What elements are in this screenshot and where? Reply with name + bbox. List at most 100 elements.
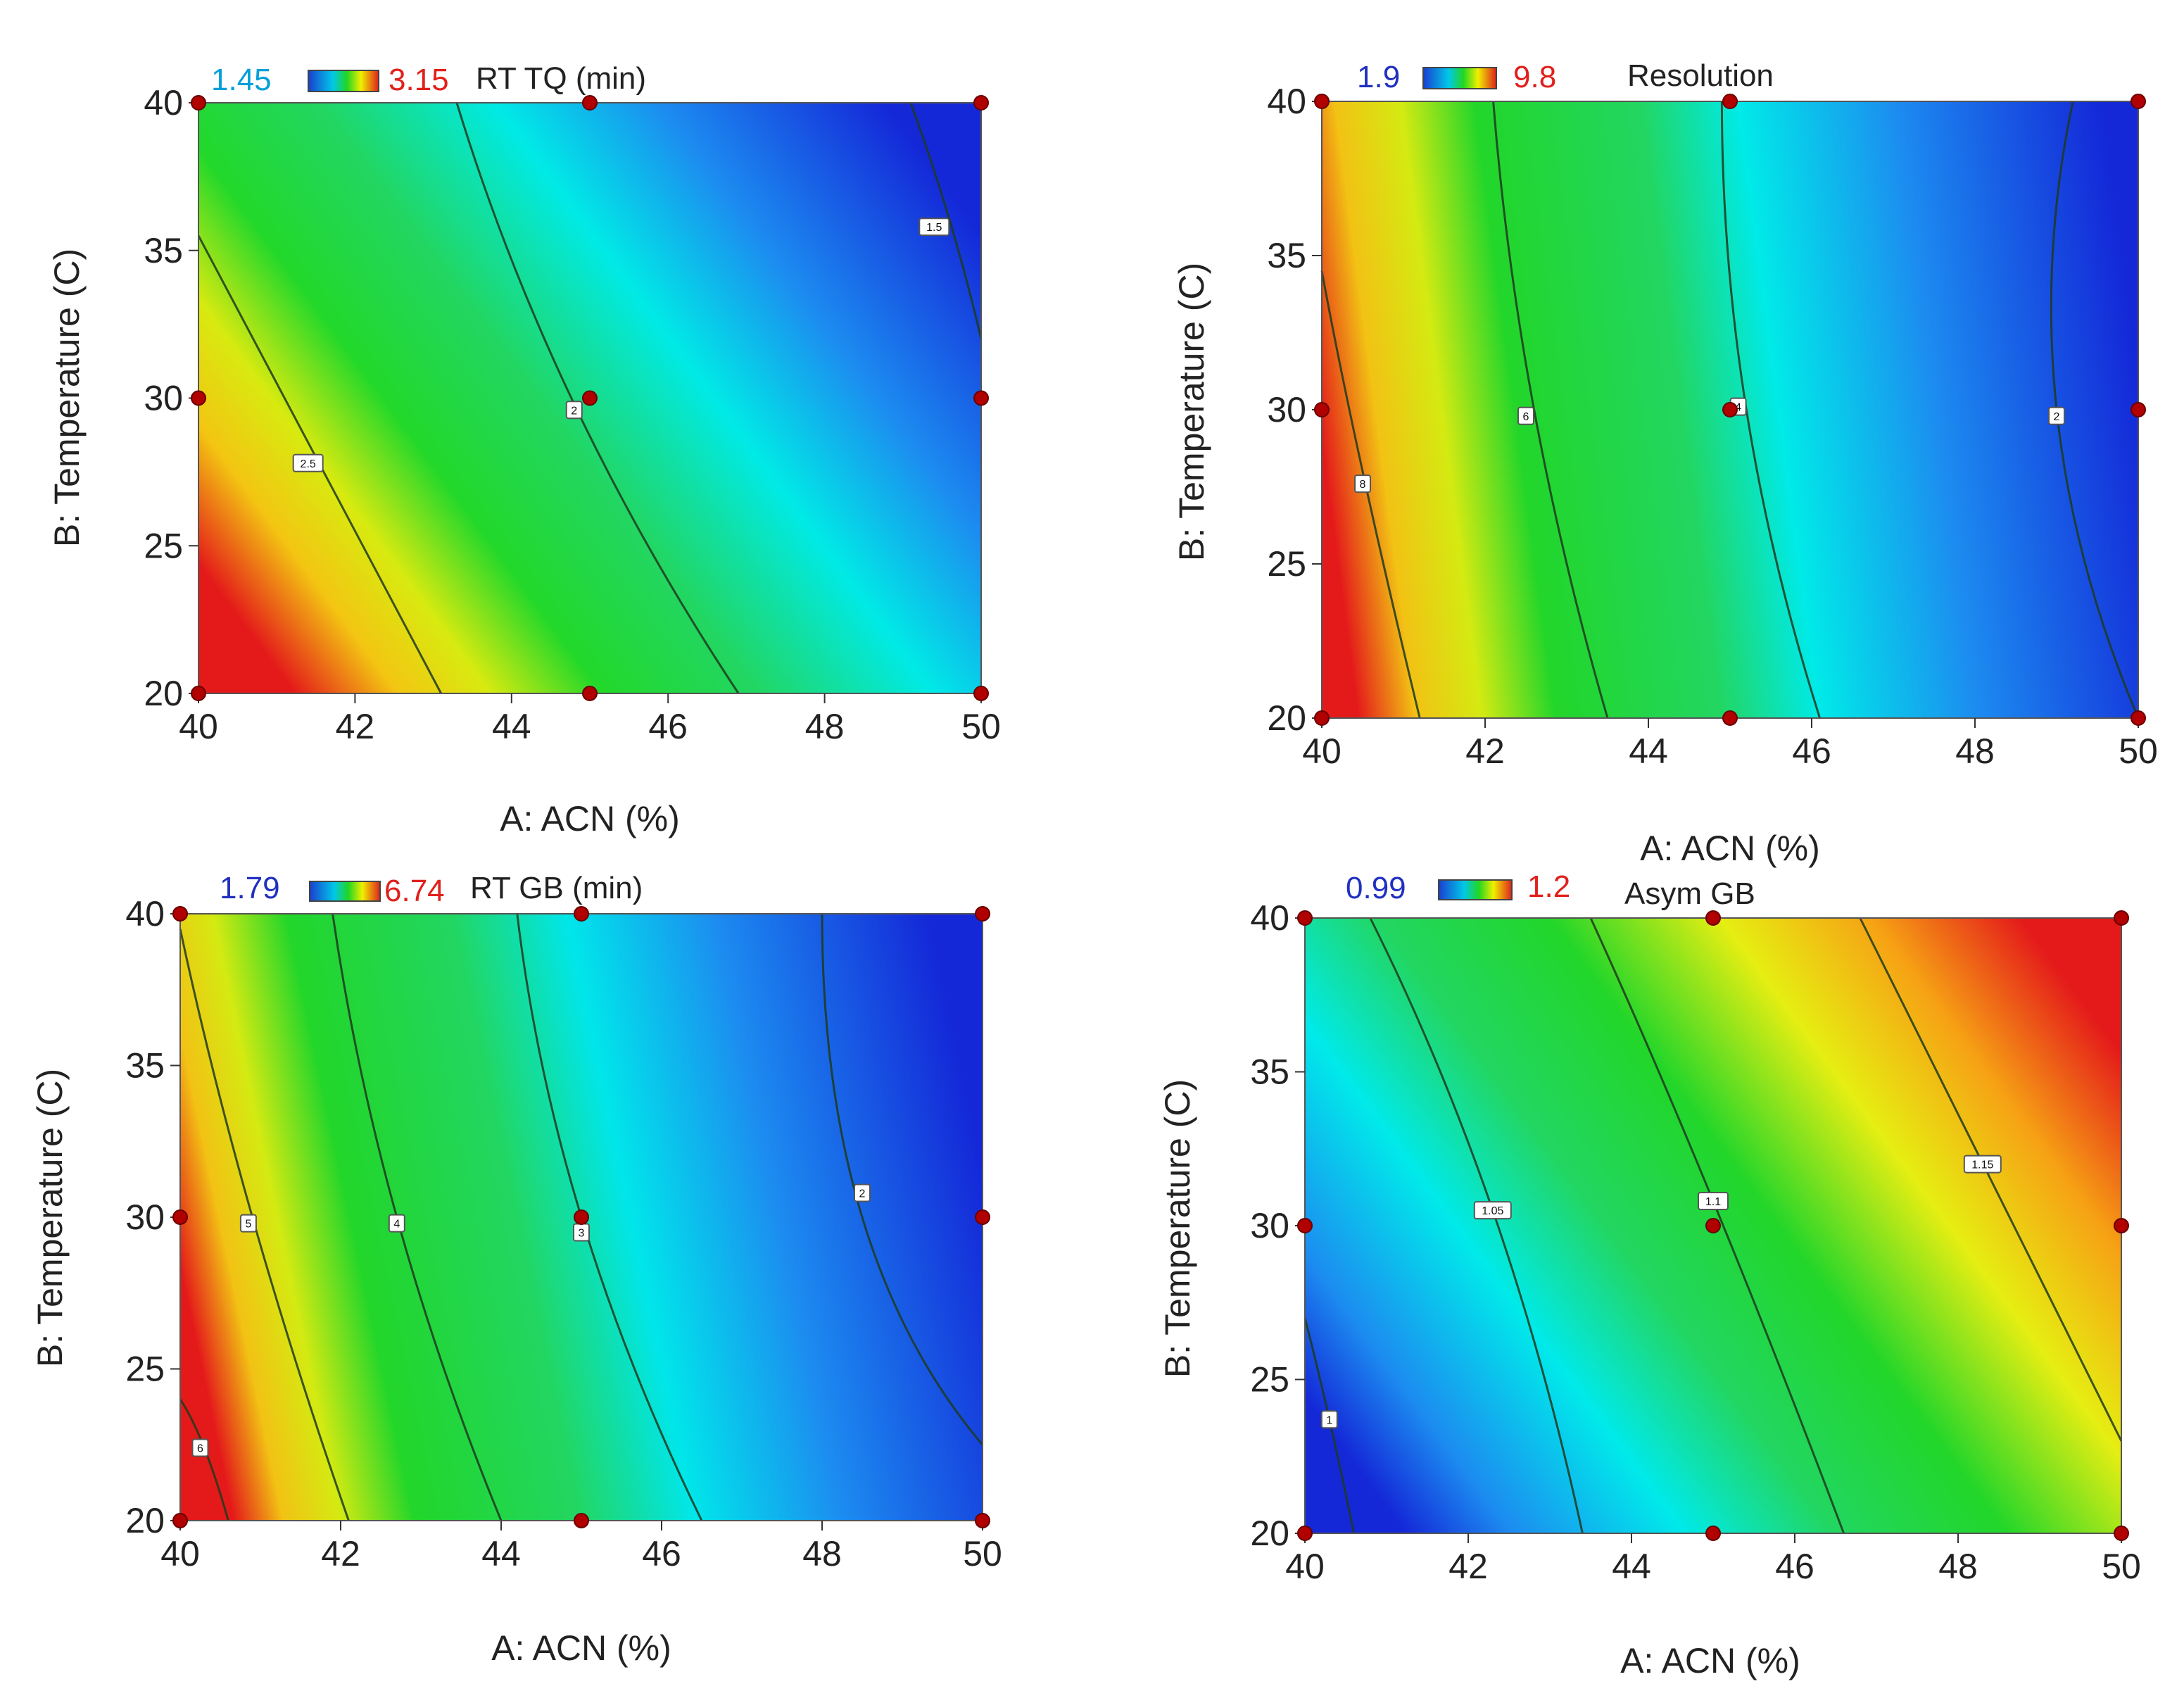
y-tick-label: 40: [144, 83, 183, 122]
y-tick-label: 20: [125, 1501, 165, 1540]
y-tick-label: 25: [1250, 1360, 1289, 1400]
x-tick-label: 40: [179, 707, 218, 746]
y-tick-label: 35: [125, 1046, 165, 1086]
design-point: [1314, 710, 1330, 726]
contour-label-box: [565, 401, 583, 420]
y-tick-label: 35: [1250, 1052, 1289, 1092]
contour-plot-asym-gb: 1 1.05 1.1 1.15 40 42 44 46 48 50 20 25 30 35 40 0.9…: [1158, 869, 2141, 1680]
contour-line: [1320, 270, 1421, 719]
contour-label-box: [919, 218, 950, 237]
design-points: [191, 95, 989, 701]
x-tick-label: 40: [160, 1534, 200, 1573]
contour-label: 1: [1326, 1414, 1332, 1426]
y-tick-label: 30: [1267, 390, 1306, 429]
y-ticks: 20 25 30 35 40: [1250, 898, 1305, 1553]
design-point: [975, 906, 990, 922]
legend-color-bar: [1422, 67, 1497, 89]
design-point: [191, 686, 206, 701]
x-tick-label: 44: [481, 1534, 521, 1573]
contour-label: 1.5: [926, 222, 942, 234]
x-tick-label: 48: [1938, 1547, 1978, 1586]
contour-label-box: [1320, 1410, 1338, 1429]
design-point: [1705, 910, 1721, 926]
design-point: [1297, 1526, 1313, 1541]
x-tick-label: 46: [1792, 731, 1831, 771]
contour-plot-rt-gb: 6 5 4 3 2 40 42 44 46 48 50 20 25 30 35 40 1.79 6.74 …: [30, 871, 1002, 1668]
legend-max-value: 3.15: [389, 63, 449, 97]
design-point: [574, 1513, 589, 1528]
x-axis-label: A: ACN (%): [1620, 1641, 1800, 1680]
response-title: Resolution: [1627, 58, 1774, 93]
design-point: [973, 686, 989, 701]
design-point: [172, 1513, 188, 1528]
design-point: [1297, 1218, 1313, 1233]
x-tick-label: 46: [642, 1534, 681, 1573]
x-axis-label: A: ACN (%): [500, 799, 680, 838]
x-tick-label: 46: [648, 707, 688, 746]
x-tick-label: 44: [1629, 731, 1668, 771]
design-point: [1722, 402, 1738, 417]
x-tick-label: 50: [963, 1534, 1002, 1573]
y-tick-label: 35: [144, 231, 183, 270]
contour-label: 4: [393, 1219, 400, 1231]
legend-min-value: 1.45: [211, 63, 272, 97]
legend: 1.45 3.15 RT TQ (min): [211, 61, 646, 97]
legend-min-value: 1.9: [1357, 60, 1400, 94]
y-tick-label: 40: [125, 894, 165, 933]
design-point: [2114, 1218, 2129, 1233]
contour-lines: 8 6 4 2: [1320, 101, 2140, 719]
y-tick-label: 20: [1267, 698, 1306, 738]
design-point: [574, 906, 589, 922]
x-tick-label: 40: [1302, 731, 1342, 771]
contour-label: 1.1: [1705, 1196, 1721, 1208]
design-point: [582, 390, 598, 406]
y-tick-label: 20: [144, 674, 183, 713]
design-point: [973, 95, 989, 111]
y-axis-label: B: Temperature (C): [30, 1069, 70, 1367]
response-title: Asym GB: [1624, 876, 1755, 911]
design-point: [973, 390, 989, 406]
legend: 0.99 1.2 Asym GB: [1346, 869, 1755, 911]
contour-label-box: [1963, 1155, 2002, 1174]
x-tick-label: 44: [1612, 1547, 1651, 1586]
contour-label-box: [2048, 406, 2065, 425]
x-tick-label: 48: [805, 707, 845, 746]
contour-plot-rt-tq: 2.5 2 1.5 40 42 44 46 48 50 20 25 30 35 40 1.45 3.1…: [47, 61, 1001, 838]
y-tick-label: 30: [125, 1197, 165, 1237]
x-tick-label: 50: [2119, 731, 2158, 771]
legend-max-value: 6.74: [384, 874, 445, 908]
x-tick-label: 40: [1285, 1547, 1325, 1586]
contour-label: 3: [579, 1228, 585, 1240]
x-tick-label: 42: [1465, 731, 1505, 771]
contour-label-box: [1698, 1192, 1729, 1211]
legend: 1.79 6.74 RT GB (min): [220, 871, 643, 908]
contour-line: [821, 913, 984, 1446]
contour-label: 8: [1360, 479, 1366, 491]
design-point: [1314, 94, 1330, 109]
legend-max-value: 9.8: [1513, 60, 1556, 94]
x-axis-label: A: ACN (%): [491, 1628, 671, 1668]
design-point: [975, 1209, 990, 1225]
contour-label-box: [388, 1214, 405, 1233]
design-point: [1722, 710, 1738, 726]
legend-max-value: 1.2: [1527, 869, 1570, 904]
design-point: [1314, 402, 1330, 417]
legend-color-bar: [1438, 879, 1513, 900]
design-point: [1705, 1218, 1721, 1233]
design-point: [2131, 402, 2146, 417]
contour-label-box: [1473, 1201, 1512, 1220]
design-point: [172, 1209, 188, 1225]
contour-label: 6: [1523, 411, 1529, 423]
response-title: RT TQ (min): [476, 61, 646, 96]
x-tick-label: 48: [1955, 731, 1995, 771]
y-tick-label: 35: [1267, 236, 1306, 275]
contour-label-box: [239, 1214, 257, 1233]
design-point: [172, 906, 188, 922]
contour-label: 5: [245, 1219, 251, 1231]
design-points: [1314, 94, 2146, 726]
y-axis-label: B: Temperature (C): [1172, 263, 1211, 561]
x-tick-label: 48: [802, 1534, 842, 1573]
y-ticks: 20 25 30 35 40: [144, 83, 198, 713]
x-tick-label: 50: [961, 707, 1001, 746]
